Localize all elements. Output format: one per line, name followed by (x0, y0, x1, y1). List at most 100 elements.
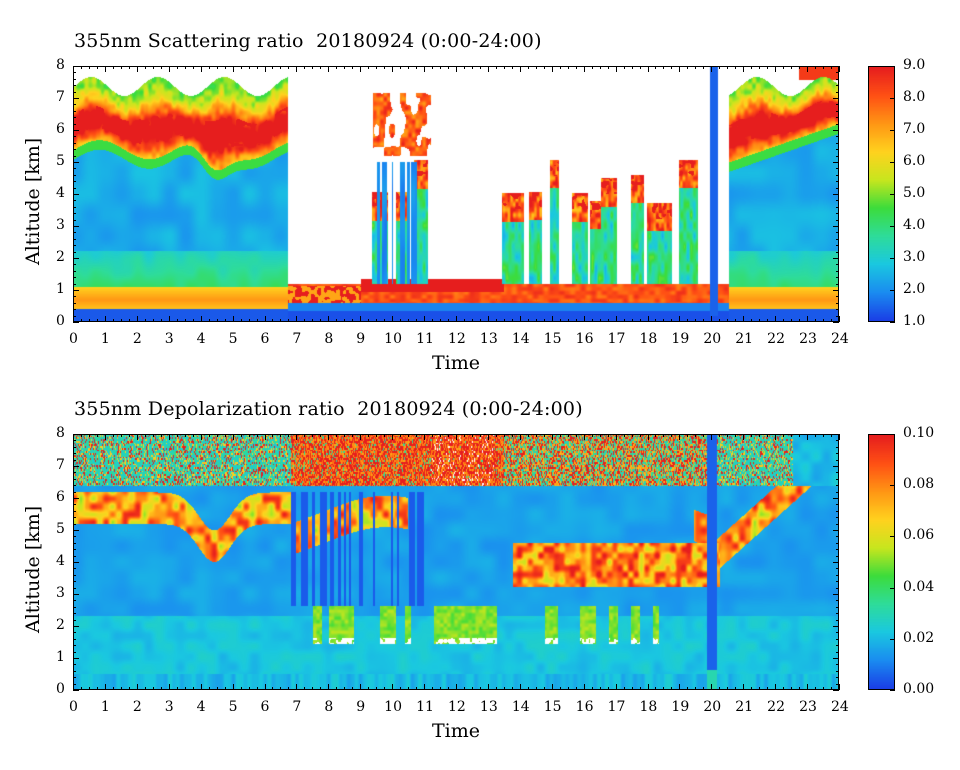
x-minor-tick-scattering (527, 319, 529, 322)
y-tick-mark-scattering (833, 98, 839, 99)
y-tick-mark-depolarization (833, 658, 839, 659)
y-tick-mark-depolarization (73, 658, 79, 659)
x-minor-tick-scattering (216, 319, 218, 322)
y-minor-tick-depolarization (836, 619, 839, 621)
y-minor-tick-depolarization (73, 523, 76, 525)
x-tick-mark-depolarization (168, 434, 170, 440)
y-minor-tick-depolarization (836, 581, 839, 583)
y-tick-mark-depolarization (73, 530, 79, 531)
colorbar-depolarization (868, 434, 895, 690)
y-minor-tick-depolarization (836, 446, 839, 448)
x-minor-tick-scattering (120, 319, 122, 322)
x-tick-label-scattering: 16 (575, 331, 594, 347)
y-minor-tick-scattering (73, 302, 76, 304)
x-tick-label-scattering: 7 (292, 331, 302, 347)
y-minor-tick-scattering (836, 72, 839, 74)
y-minor-tick-scattering (73, 238, 76, 240)
colorbar-tick-scattering (890, 162, 895, 163)
x-minor-tick-scattering (336, 319, 338, 322)
x-minor-tick-scattering (408, 66, 410, 69)
y-minor-tick-depolarization (836, 651, 839, 653)
y-minor-tick-scattering (836, 149, 839, 151)
colorbar-label-scattering: 8.0 (903, 89, 926, 105)
x-minor-tick-scattering (312, 319, 314, 322)
x-minor-tick-scattering (96, 66, 98, 69)
x-minor-tick-depolarization (224, 687, 226, 690)
y-minor-tick-scattering (73, 245, 76, 247)
x-tick-label-scattering: 24 (831, 331, 849, 347)
y-minor-tick-scattering (73, 117, 76, 119)
x-tick-mark-scattering (775, 66, 777, 72)
y-minor-tick-depolarization (836, 600, 839, 602)
y-tick-label-depolarization: 0 (56, 681, 65, 697)
x-minor-tick-depolarization (192, 687, 194, 690)
x-minor-tick-scattering (623, 66, 625, 69)
x-minor-tick-scattering (735, 66, 737, 69)
y-minor-tick-scattering (836, 91, 839, 93)
x-tick-mark-depolarization (743, 434, 745, 440)
x-minor-tick-depolarization (120, 687, 122, 690)
x-minor-tick-scattering (272, 319, 274, 322)
y-minor-tick-depolarization (836, 536, 839, 538)
x-minor-tick-depolarization (503, 687, 505, 690)
x-minor-tick-scattering (479, 66, 481, 69)
y-minor-tick-scattering (836, 283, 839, 285)
y-minor-tick-scattering (73, 264, 76, 266)
x-minor-tick-scattering (751, 319, 753, 322)
x-tick-mark-depolarization (456, 684, 457, 690)
x-minor-tick-scattering (304, 319, 306, 322)
y-minor-tick-depolarization (836, 664, 839, 666)
x-minor-tick-depolarization (719, 434, 721, 437)
x-minor-tick-scattering (240, 66, 242, 69)
x-minor-tick-scattering (511, 66, 513, 69)
y-tick-mark-depolarization (833, 498, 839, 499)
x-minor-tick-depolarization (384, 434, 386, 437)
colorbar-tick-scattering (890, 194, 895, 195)
x-tick-mark-depolarization (200, 684, 202, 690)
x-minor-tick-scattering (280, 319, 282, 322)
x-minor-tick-depolarization (623, 434, 625, 437)
x-minor-tick-depolarization (623, 687, 625, 690)
x-minor-tick-scattering (575, 319, 577, 322)
x-minor-tick-depolarization (320, 434, 322, 437)
x-minor-tick-depolarization (567, 687, 569, 690)
x-minor-tick-scattering (495, 319, 497, 322)
x-tick-label-depolarization: 24 (831, 699, 849, 715)
x-tick-mark-scattering (360, 66, 362, 72)
x-tick-mark-depolarization (487, 434, 489, 440)
y-tick-label-scattering: 5 (56, 153, 65, 169)
x-minor-tick-scattering (192, 66, 194, 69)
y-minor-tick-depolarization (836, 517, 839, 519)
x-minor-tick-scattering (543, 66, 545, 69)
x-minor-tick-scattering (783, 66, 785, 69)
y-minor-tick-scattering (73, 181, 76, 183)
x-minor-tick-scattering (631, 319, 633, 322)
x-minor-tick-scattering (591, 319, 593, 322)
colorbar-label-scattering: 5.0 (903, 185, 926, 201)
y-tick-label-scattering: 8 (56, 57, 65, 73)
x-minor-tick-scattering (791, 319, 793, 322)
x-minor-tick-depolarization (344, 434, 346, 437)
x-minor-tick-scattering (144, 66, 146, 69)
x-tick-mark-scattering (551, 66, 553, 72)
colorbar-label-depolarization: 0.04 (903, 578, 935, 595)
y-tick-label-depolarization: 7 (56, 457, 65, 473)
x-tick-mark-scattering (807, 66, 809, 72)
y-tick-mark-scattering (73, 226, 79, 227)
y-tick-mark-scattering (833, 194, 839, 195)
y-minor-tick-depolarization (73, 555, 76, 557)
x-minor-tick-depolarization (400, 434, 402, 437)
x-minor-tick-scattering (799, 319, 801, 322)
x-axis-label-scattering: Time (432, 352, 481, 374)
x-minor-tick-depolarization (727, 434, 729, 437)
x-tick-mark-scattering (743, 316, 745, 322)
y-minor-tick-depolarization (836, 478, 839, 480)
x-tick-label-depolarization: 17 (607, 699, 626, 715)
x-minor-tick-scattering (599, 66, 601, 69)
x-minor-tick-depolarization (479, 434, 481, 437)
x-minor-tick-scattering (272, 66, 274, 69)
y-minor-tick-depolarization (836, 613, 839, 615)
x-tick-mark-depolarization (392, 684, 394, 690)
x-tick-mark-scattering (73, 316, 74, 322)
x-tick-mark-scattering (136, 316, 138, 322)
